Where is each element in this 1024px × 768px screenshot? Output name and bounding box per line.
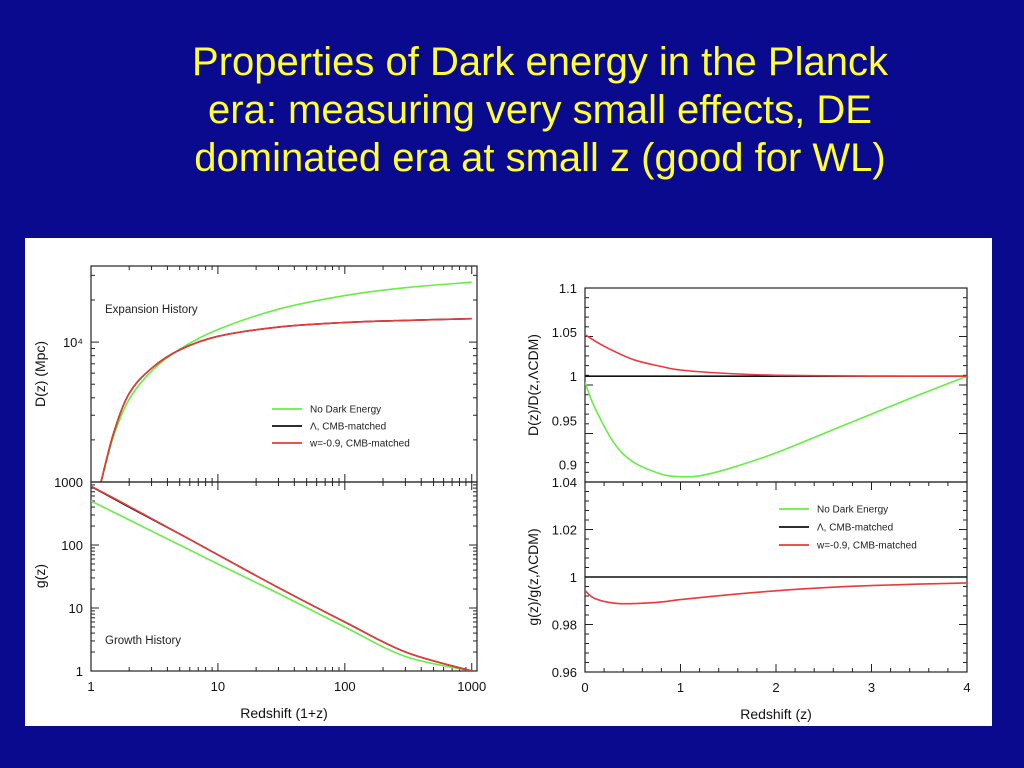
right-top-y-tick-label: 0.95 — [552, 413, 577, 428]
left-bottom-y-tick-label: 100 — [61, 538, 83, 553]
right-bottom-ylabel: g(z)/g(z,ΛCDM) — [525, 528, 541, 625]
left-top-legend-label: No Dark Energy — [310, 405, 381, 416]
left-top-y-tick-label: 1000 — [54, 475, 83, 490]
right-top-y-tick-label: 1.05 — [552, 325, 577, 340]
left-bottom-frame — [90, 481, 478, 672]
title-line-2: era: measuring very small effects, DE — [208, 88, 872, 132]
right-top-series-no-dark-energy — [585, 375, 967, 478]
left-top-legend-label: w=-0.9, CMB-matched — [309, 439, 410, 450]
right-bottom-y-tick-label: 1.02 — [552, 523, 577, 538]
left-top-ylabel: D(z) (Mpc) — [32, 341, 48, 407]
left-bottom-x-tick-label: 1 — [87, 679, 94, 694]
right-bottom-y-tick-label: 0.96 — [552, 665, 577, 680]
left-top-series-w-0-9-cmb-matched — [100, 317, 472, 482]
right-top-y-tick-label: 1 — [570, 369, 577, 384]
right-bottom-y-tick-label: 1 — [570, 570, 577, 585]
right-top-y-tick-label: 0.9 — [559, 457, 577, 472]
right-bottom-x-tick-label: 3 — [868, 680, 875, 695]
figure-panel: 1000 10⁴ 1 10 100 1 10 100 1000 0.9 0.95 1 1.05 1.1 0.… — [25, 238, 992, 726]
right-bottom-series-w-0-9-cmb-matched — [585, 582, 967, 605]
left-bottom-ylabel: g(z) — [32, 564, 48, 588]
title-line-1: Properties of Dark energy in the Planck — [192, 40, 888, 84]
right-bottom-y-tick-label: 0.98 — [552, 618, 577, 633]
left-top-annotation: Expansion History — [105, 304, 198, 316]
left-bottom-x-tick-label: 1000 — [457, 679, 486, 694]
title-line-3: dominated era at small z (good for WL) — [194, 136, 886, 180]
left-bottom-y-tick-label: 1 — [76, 664, 83, 679]
left-bottom-series-w-0-9-cmb-matched — [91, 485, 472, 671]
right-bottom-x-tick-label: 1 — [677, 680, 684, 695]
right-bottom-legend-label: No Dark Energy — [817, 505, 888, 516]
right-bottom-legend-label: w=-0.9, CMB-matched — [816, 541, 917, 552]
left-top-legend-label: Λ, CMB-matched — [310, 422, 386, 433]
slide-title: Properties of Dark energy in the Planck … — [60, 38, 1020, 182]
left-bottom-x-tick-label: 100 — [334, 679, 356, 694]
left-bottom-series-no-dark-energy — [91, 500, 472, 671]
right-bottom-xlabel: Redshift (z) — [740, 706, 812, 722]
left-bottom-xlabel: Redshift (1+z) — [240, 705, 328, 721]
left-top-series-no-dark-energy — [100, 281, 472, 482]
left-bottom-annotation: Growth History — [105, 635, 181, 647]
right-bottom-x-tick-label: 0 — [581, 680, 588, 695]
left-top-y-tick-label: 10⁴ — [63, 335, 83, 350]
left-bottom-y-tick-label: 10 — [69, 601, 83, 616]
right-top-y-tick-label: 1.1 — [559, 281, 577, 296]
right-bottom-x-tick-label: 4 — [963, 680, 970, 695]
right-top-series-w-0-9-cmb-matched — [585, 334, 967, 378]
right-bottom-y-tick-label: 1.04 — [552, 475, 577, 490]
left-bottom-x-tick-label: 10 — [211, 679, 225, 694]
right-bottom-legend-label: Λ, CMB-matched — [817, 523, 893, 534]
left-top-series-cmb-matched — [100, 317, 472, 482]
right-top-ylabel: D(z)/D(z,ΛCDM) — [525, 334, 541, 436]
right-bottom-x-tick-label: 2 — [772, 680, 779, 695]
